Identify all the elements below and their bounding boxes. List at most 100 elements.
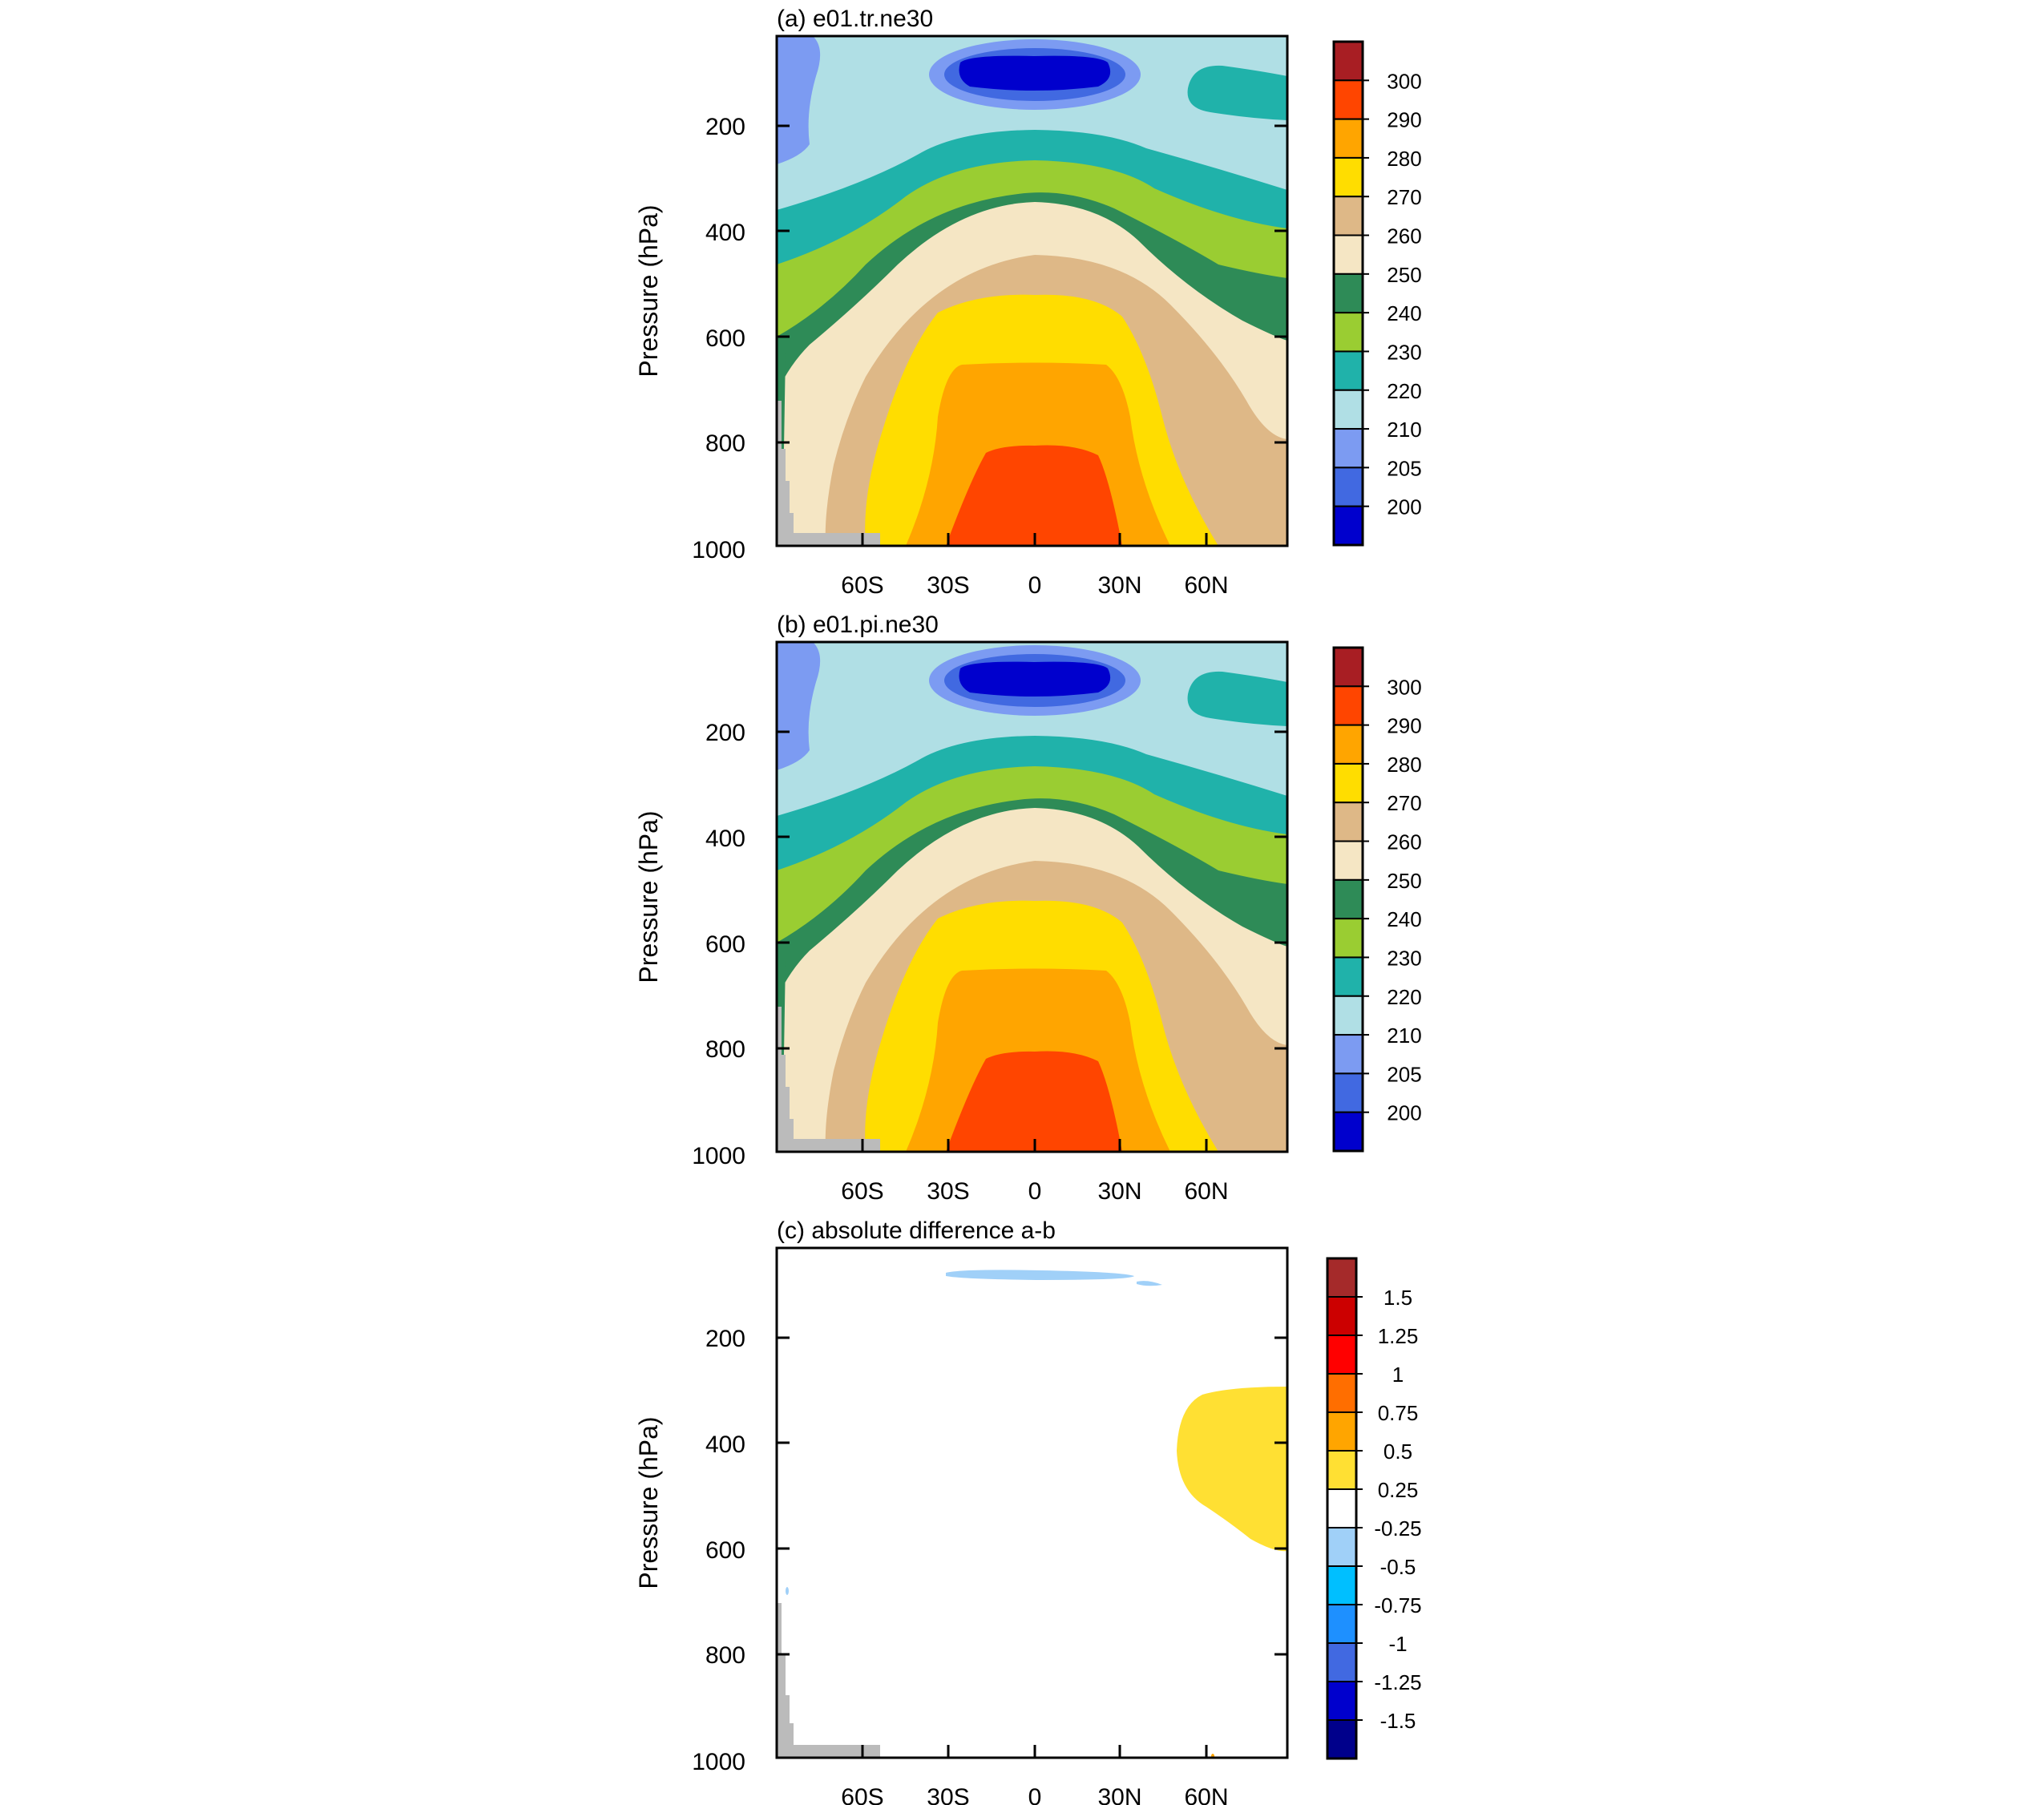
colorbar-swatch [1333, 802, 1363, 842]
colorbar-swatch [1333, 156, 1363, 198]
colorbar-swatch [1327, 1373, 1357, 1413]
ytick-label: 800 [705, 1036, 745, 1063]
colorbar-label: 250 [1387, 869, 1421, 893]
temp-colorbar-a: 300 290 280 270 260 250 240 230 220 210 205 200 [1332, 40, 1422, 547]
panel-b-yaxis: 200 400 600 800 1000 Pressure (hPa) [634, 720, 1287, 1169]
colorbar-swatch [1333, 196, 1363, 236]
colorbar-swatch [1327, 1411, 1357, 1452]
panel-c: (c) absolute difference a-b 200 400 600 … [634, 1217, 1422, 1805]
colorbar-label: 270 [1387, 791, 1421, 815]
ytick-label: 400 [705, 220, 745, 246]
contour-220-right [1187, 65, 1287, 120]
xtick-label: 30S [927, 572, 969, 599]
colorbar-swatch [1333, 273, 1363, 314]
colorbar-label: 290 [1387, 714, 1421, 738]
colorbar-swatch [1333, 428, 1363, 469]
colorbar-swatch [1333, 918, 1363, 959]
colorbar-label: 230 [1387, 946, 1421, 970]
colorbar-swatch [1333, 41, 1363, 82]
colorbar-label: -0.75 [1374, 1593, 1421, 1617]
panel-c-title: (c) absolute difference a-b [777, 1217, 1056, 1244]
colorbar-label: 260 [1387, 830, 1421, 854]
colorbar-label: -1.25 [1374, 1670, 1421, 1694]
colorbar-swatch [1333, 878, 1363, 920]
colorbar-label: 300 [1387, 675, 1421, 699]
colorbar-swatch [1333, 762, 1363, 804]
colorbar-swatch [1333, 1034, 1363, 1075]
panel-b-xaxis: 60S 30S 0 30N 60N [841, 1139, 1229, 1205]
ytick-label: 800 [705, 430, 745, 457]
ytick-label: 1000 [692, 1143, 745, 1169]
xtick-label: 60N [1184, 1784, 1228, 1805]
ytick-label: 1000 [692, 1749, 745, 1775]
colorbar-swatch [1333, 350, 1363, 391]
diff-negative-region [946, 1270, 1134, 1280]
colorbar-label: 205 [1387, 1062, 1421, 1086]
ylabel: Pressure (hPa) [634, 204, 663, 377]
xtick-label: 60S [841, 1784, 883, 1805]
xtick-label: 60S [841, 1178, 883, 1205]
colorbar-swatch [1333, 1072, 1363, 1113]
colorbar-swatch [1327, 1296, 1357, 1336]
colorbar-swatch [1333, 995, 1363, 1036]
topography-mask-a [777, 401, 880, 546]
diff-colorbar-c: 1.5 1.25 1 0.75 0.5 0.25 -0.25 -0.5 -0.75 -1 -1.25… [1326, 1257, 1422, 1760]
diff-negative-dot [786, 1587, 789, 1595]
colorbar-label: 240 [1387, 301, 1421, 325]
colorbar-swatch [1333, 466, 1363, 507]
ylabel: Pressure (hPa) [634, 810, 663, 983]
ytick-label: 600 [705, 931, 745, 958]
colorbar-label: 200 [1387, 1101, 1421, 1125]
panel-b: (b) e01.pi.ne30 [634, 612, 1422, 1205]
xtick-label: 60N [1184, 1178, 1228, 1205]
xtick-label: 0 [1028, 1784, 1042, 1805]
colorbar-label: -1 [1388, 1632, 1407, 1656]
colorbar-swatch [1333, 840, 1363, 881]
colorbar-swatch [1327, 1450, 1357, 1490]
colorbar-swatch [1327, 1642, 1357, 1682]
panel-a: (a) e01.tr.ne30 [634, 6, 1422, 599]
colorbar-label: 220 [1387, 985, 1421, 1009]
panel-b-title: (b) e01.pi.ne30 [777, 612, 939, 638]
ytick-label: 400 [705, 826, 745, 852]
colorbar-swatch [1327, 1719, 1357, 1759]
panel-a-contours [777, 36, 1287, 546]
topography-mask-b [777, 1007, 880, 1152]
ytick-label: 200 [705, 114, 745, 140]
colorbar-frame [1332, 40, 1364, 547]
colorbar-label: 0.25 [1378, 1478, 1419, 1502]
colorbar-frame [1326, 1257, 1358, 1760]
diff-positive-region [1177, 1387, 1287, 1552]
colorbar-swatch [1333, 118, 1363, 159]
colorbar-label: 240 [1387, 907, 1421, 931]
xtick-label: 30S [927, 1784, 969, 1805]
ytick-label: 800 [705, 1642, 745, 1669]
colorbar-swatch [1327, 1565, 1357, 1605]
contour-200-core [959, 55, 1111, 91]
colorbar-swatch [1333, 234, 1363, 275]
xtick-label: 0 [1028, 572, 1042, 599]
colorbar-label: 270 [1387, 185, 1421, 209]
colorbar-swatch [1333, 312, 1363, 353]
colorbar-label: 205 [1387, 456, 1421, 480]
colorbar-swatch [1327, 1258, 1357, 1298]
colorbar-label: 290 [1387, 108, 1421, 132]
colorbar-label: 1.25 [1378, 1324, 1419, 1348]
panel-a-title: (a) e01.tr.ne30 [777, 6, 933, 32]
panel-c-contours [777, 1248, 1287, 1758]
panel-a-xaxis: 60S 30S 0 30N 60N [841, 533, 1229, 599]
ytick-label: 400 [705, 1431, 745, 1458]
temp-colorbar-b: 300 290 280 270 260 250 240 230 220 210 205 200 [1332, 646, 1422, 1153]
topography-mask-c [777, 1603, 880, 1758]
colorbar-swatch [1333, 685, 1363, 726]
colorbar-label: 300 [1387, 69, 1421, 93]
xtick-label: 30N [1097, 1784, 1141, 1805]
colorbar-label: 1.5 [1384, 1286, 1412, 1310]
colorbar-label: -0.5 [1380, 1555, 1416, 1579]
diff-negative-region-small [1137, 1281, 1162, 1286]
colorbar-label: 260 [1387, 224, 1421, 248]
xtick-label: 0 [1028, 1178, 1042, 1205]
ytick-label: 1000 [692, 537, 745, 563]
colorbar-swatch [1333, 647, 1363, 688]
